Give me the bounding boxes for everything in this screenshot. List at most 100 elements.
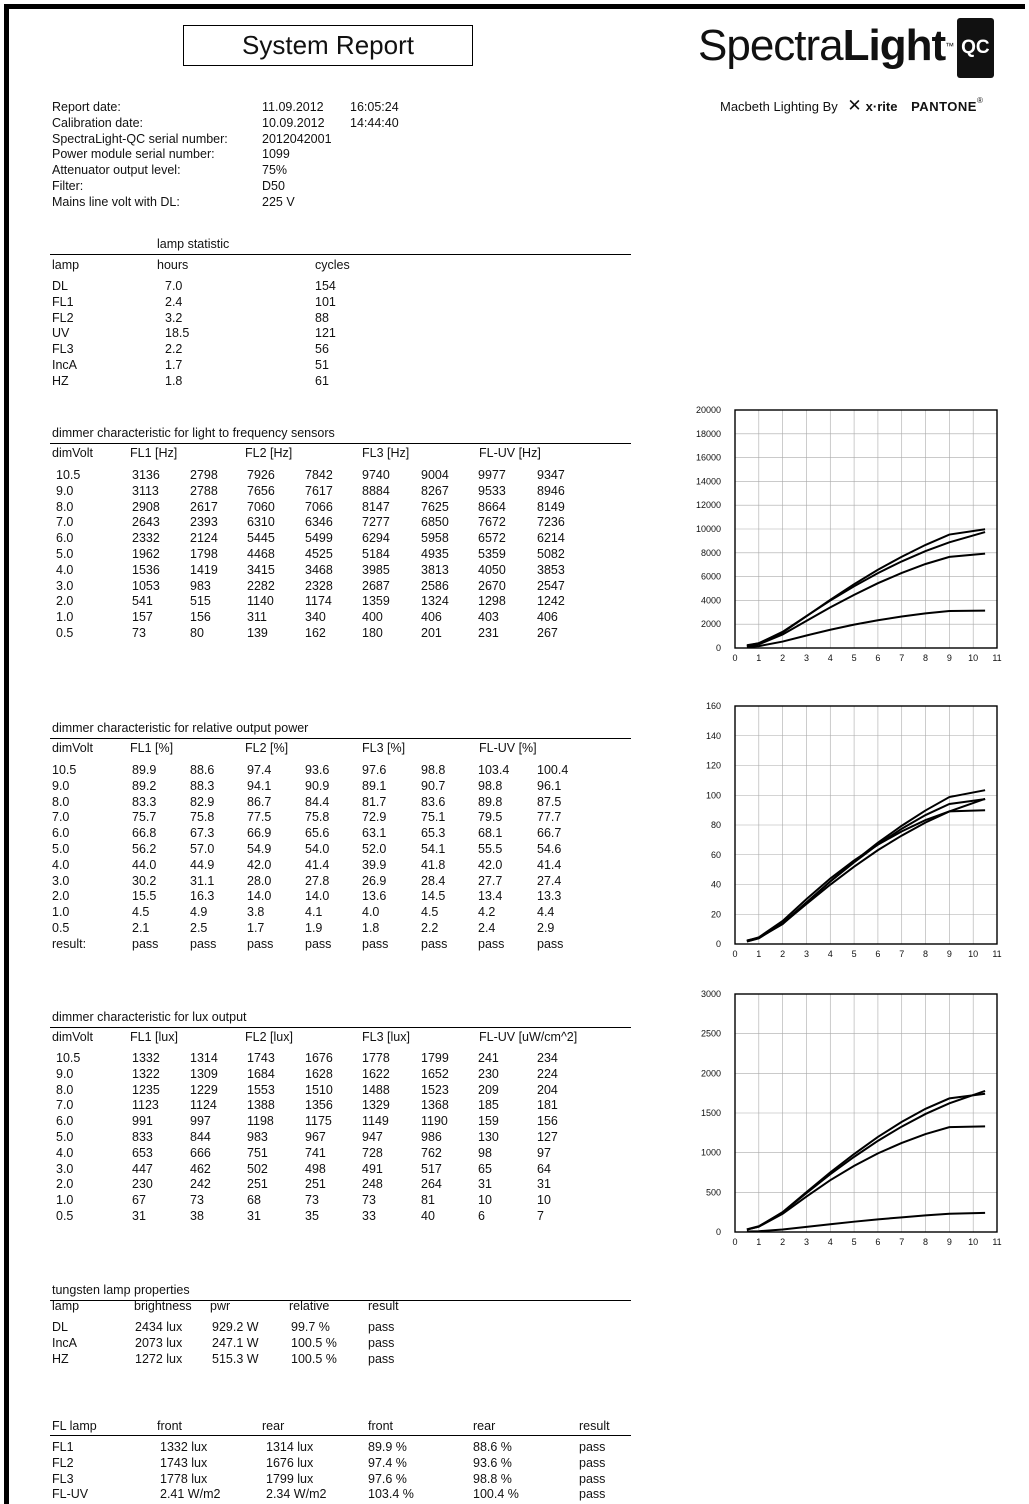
x-tick-label: 7 (899, 1237, 904, 1247)
info-value: 75% (262, 163, 288, 178)
table-cell: 4935 (421, 546, 449, 561)
table-cell: 5499 (305, 531, 333, 546)
info-label: Report date: (52, 100, 121, 114)
table-cell: 6294 (362, 531, 390, 546)
table-cell: 517 (421, 1161, 442, 1176)
table-cell: 6310 (247, 515, 275, 530)
column-header: FL-UV [uW/cm^2] (479, 1030, 578, 1044)
table-cell: 31.1 (190, 873, 215, 888)
table-cell: 3136 (132, 468, 160, 482)
table-cell: 5184 (362, 546, 390, 561)
table-cell: 84.4 (305, 794, 330, 809)
column-header: lamp (52, 1299, 80, 1313)
table-cell: 96.1 (537, 778, 562, 793)
table-cell: 7617 (305, 483, 333, 498)
table-cell: 15.5 (132, 889, 157, 904)
table-cell: 2.5 (190, 920, 208, 935)
table-cell: 3.2 (165, 310, 183, 325)
table-cell: 8664 (478, 499, 506, 514)
table-cell: IncA (52, 1335, 78, 1350)
table-cell: 4525 (305, 546, 333, 561)
table-cell: FL-UV (52, 1487, 89, 1502)
table-cell: 26.9 (362, 873, 387, 888)
table-cell: 89.9 (132, 763, 157, 777)
table-cell: 90.9 (305, 778, 330, 793)
y-tick-label: 500 (706, 1187, 721, 1197)
table-cell: 311 (247, 610, 267, 625)
table-cell: 88.6 % (473, 1440, 512, 1454)
info-value: D50 (262, 178, 285, 193)
x-tick-label: 2 (780, 653, 785, 663)
table-cell: 251 (247, 1177, 268, 1192)
power-chart: 0 1 2 3 4 5 6 7 8 9 10 11 0 20 40 60 80 100 120 140 160 (706, 701, 1002, 959)
y-tick-label: 2000 (701, 619, 721, 629)
table-cell: 231 (478, 625, 499, 640)
column-header: result (368, 1299, 399, 1313)
table-cell: 2.4 (478, 920, 496, 935)
table-cell: 80 (190, 625, 204, 640)
table-cell: 56 (315, 342, 329, 357)
x-tick-label: 0 (732, 653, 737, 663)
table-cell: 9347 (537, 468, 565, 482)
section-rule (50, 1435, 631, 1436)
table-cell: 4.5 (421, 905, 439, 920)
plot-frame (734, 993, 998, 1233)
y-tick-label: 0 (716, 643, 721, 653)
table-cell: 2670 (478, 578, 506, 593)
table-cell: 156 (537, 1114, 558, 1129)
table-cell: 73 (362, 1193, 376, 1208)
table-cell: DL (52, 1320, 68, 1334)
table-cell: 87.5 (537, 794, 562, 809)
column-header: result (579, 1419, 610, 1433)
x-tick-label: 4 (828, 949, 833, 959)
table-cell: 159 (478, 1114, 499, 1129)
column-header: FL-UV [%] (479, 741, 537, 755)
table-cell: 8.0 (56, 499, 74, 514)
table-cell: 2687 (362, 578, 390, 593)
table-cell: 93.6 (305, 763, 330, 777)
table-cell: 1676 (305, 1051, 333, 1065)
table-cell: 728 (362, 1145, 383, 1160)
table-cell: 5359 (478, 546, 506, 561)
table-cell: 1622 (362, 1066, 390, 1081)
table-cell: 1329 (362, 1098, 390, 1113)
table-cell: 1536 (132, 562, 160, 577)
table-cell: 2.9 (537, 920, 555, 935)
table-cell: 98.8 (421, 763, 446, 777)
table-cell: 983 (247, 1129, 268, 1144)
table-cell: 3813 (421, 562, 449, 577)
table-cell: 4.0 (362, 905, 380, 920)
table-cell: 42.0 (247, 857, 272, 872)
table-cell: 7066 (305, 499, 333, 514)
sub-logo-line: Macbeth Lighting By ✕ x·rite PANTONE® (720, 96, 983, 116)
table-cell: pass (368, 1320, 395, 1334)
table-cell: 6346 (305, 515, 333, 530)
table-cell: 3.0 (52, 873, 70, 888)
table-cell: 2124 (190, 531, 218, 546)
table-cell: 52.0 (362, 841, 387, 856)
table-cell: 2908 (132, 499, 160, 514)
table-cell: 1053 (132, 578, 160, 593)
table-cell: 2.34 W/m2 (266, 1487, 327, 1502)
table-cell: 8147 (362, 499, 390, 514)
table-cell: 100.5 % (291, 1351, 337, 1366)
table-cell: result: (52, 936, 87, 951)
info-label: Filter: (52, 178, 84, 193)
table-cell: 83.3 (132, 794, 157, 809)
column-header: dimVolt (52, 446, 93, 460)
table-cell: 2.1 (132, 920, 150, 935)
y-tick-label: 60 (711, 850, 721, 860)
table-cell: 204 (537, 1082, 558, 1097)
table-cell: 156 (190, 610, 211, 625)
table-cell: pass (368, 1351, 395, 1366)
table-cell: 3113 (132, 483, 159, 498)
table-cell: 40 (421, 1208, 435, 1223)
table-cell: 1798 (190, 546, 218, 561)
table-cell: 66.7 (537, 826, 562, 841)
y-tick-label: 10000 (696, 524, 721, 534)
table-cell: 267 (537, 625, 558, 640)
table-cell: pass (537, 936, 564, 951)
y-tick-label: 18000 (696, 429, 721, 439)
table-cell: 1388 (247, 1098, 275, 1113)
table-cell: 81 (421, 1193, 435, 1208)
